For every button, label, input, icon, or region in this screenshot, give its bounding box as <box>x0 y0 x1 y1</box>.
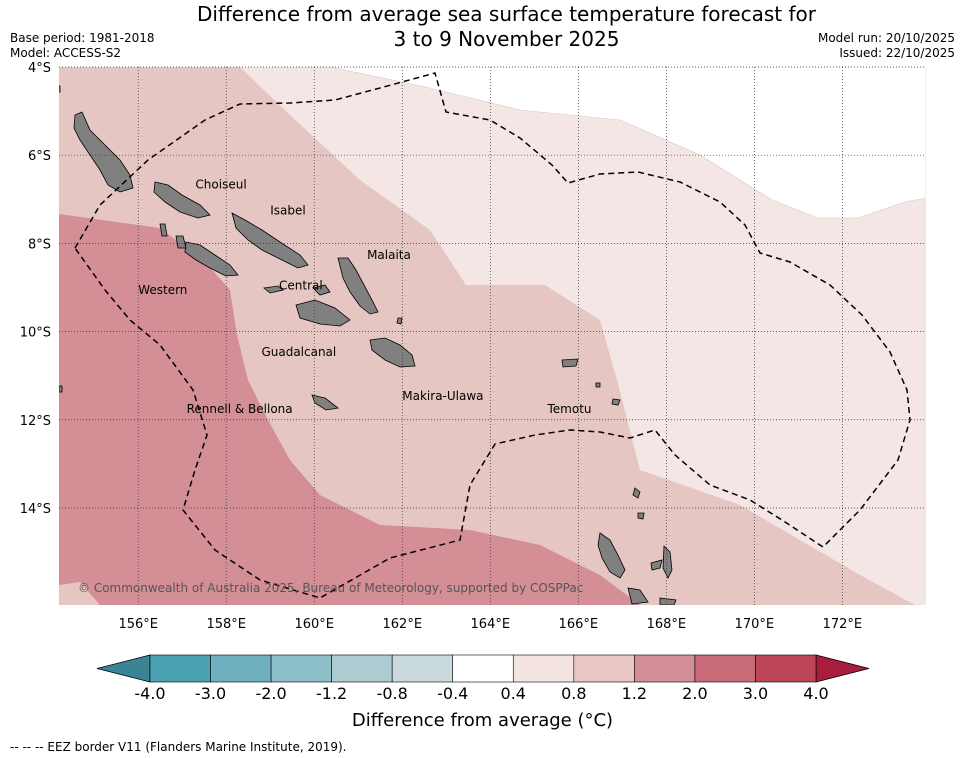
meta-right: Model run: 20/10/2025 Issued: 22/10/2025 <box>818 31 955 61</box>
island-shape <box>175 235 187 249</box>
island-shape <box>595 382 601 388</box>
island-shape <box>637 512 645 520</box>
lon-tick-label: 170°E <box>735 617 775 632</box>
place-label: Central <box>279 279 323 293</box>
place-label: Rennell & Bellona <box>187 402 293 416</box>
island-shape <box>184 241 239 277</box>
island-shape <box>73 111 134 193</box>
colorbar-bin <box>391 654 454 683</box>
island-shape <box>659 597 677 605</box>
place-label: Western <box>138 283 187 297</box>
eez-legend-note: -- -- -- EEZ border V11 (Flanders Marine… <box>10 740 347 754</box>
lat-tick-label: 6°S <box>28 149 51 164</box>
place-label: Guadalcanal <box>261 345 336 359</box>
island-shape <box>231 212 309 269</box>
colorbar-tick-label: -0.8 <box>377 684 408 700</box>
colorbar-tick-label: 1.2 <box>622 684 647 700</box>
colorbar-tick-label: 2.0 <box>682 684 707 700</box>
island-shape <box>561 358 579 368</box>
colorbar-tick-label: 0.4 <box>501 684 526 700</box>
sst-band-1.2-2.0 <box>59 214 640 605</box>
lat-tick-label: 12°S <box>20 414 51 429</box>
place-label: Malaita <box>367 248 411 262</box>
colorbar-tick-label: -2.0 <box>255 684 286 700</box>
sst-band-none <box>270 67 926 219</box>
colorbar-tick-label: -0.4 <box>437 684 468 700</box>
place-label: Isabel <box>270 204 305 218</box>
colorbar-bin <box>210 654 272 683</box>
lon-tick-label: 160°E <box>294 617 334 632</box>
island-shape <box>337 257 379 315</box>
island-shape <box>312 284 331 296</box>
colorbar: -4.0 -3.0 -2.0 -1.2 -0.8 -0.4 0.4 0.8 1.2 2.0 3.0 4… <box>96 654 870 700</box>
colorbar-bin <box>270 654 332 683</box>
colorbar-tick-label: -3.0 <box>195 684 226 700</box>
title-line-2: 3 to 9 November 2025 <box>393 27 620 51</box>
colorbar-tick-label: -4.0 <box>134 684 165 700</box>
model-name: Model: ACCESS-S2 <box>10 46 122 60</box>
island-shape <box>650 559 663 571</box>
colorbar-bin <box>755 654 817 683</box>
colorbar-bin <box>149 654 211 683</box>
place-label: Makira-Ulawa <box>402 389 483 403</box>
island-shape <box>59 385 63 393</box>
lon-tick-label: 172°E <box>823 617 863 632</box>
island-shape <box>597 532 626 579</box>
lon-tick-label: 162°E <box>383 617 423 632</box>
lon-tick-label: 158°E <box>206 617 246 632</box>
place-label: Choiseul <box>195 177 246 191</box>
chart-title: Difference from average sea surface temp… <box>0 2 965 52</box>
colorbar-tick-label: 4.0 <box>803 684 828 700</box>
place-label: Temotu <box>547 402 592 416</box>
colorbar-bin <box>452 654 514 683</box>
island-shape <box>263 285 284 294</box>
island-shape <box>627 587 649 605</box>
colorbar-tick-label: 0.8 <box>561 684 586 700</box>
island-shape <box>59 85 61 93</box>
meta-left: Base period: 1981-2018 Model: ACCESS-S2 <box>10 31 155 61</box>
province-labels: Choiseul Isabel Malaita Western Central Guada… <box>138 177 591 416</box>
lon-tick-label: 156°E <box>118 617 158 632</box>
lat-tick-label: 8°S <box>28 237 51 252</box>
colorbar-bin <box>634 654 696 683</box>
colorbar-tick-label: -1.2 <box>316 684 347 700</box>
colorbar-tick-label: 3.0 <box>743 684 768 700</box>
sst-band-0.8-1.2-corner <box>59 582 100 605</box>
colorbar-bin <box>512 654 575 683</box>
lat-tick-label: 10°S <box>20 326 51 341</box>
island-shape <box>295 299 351 327</box>
island-shape <box>662 545 673 579</box>
map-fields <box>59 67 926 605</box>
island-shape <box>396 317 403 325</box>
colorbar-bin <box>573 654 635 683</box>
map: 4°S 6°S 8°S 10°S 12°S 14°S 156°E 158°E 160°E 162… <box>20 61 926 700</box>
island-shape <box>311 394 339 411</box>
island-shape <box>159 223 168 237</box>
colorbar-bin <box>694 654 756 683</box>
lon-tick-label: 164°E <box>471 617 511 632</box>
latitude-labels: 4°S 6°S 8°S 10°S 12°S 14°S <box>20 61 51 517</box>
island-shape <box>369 337 416 368</box>
colorbar-under-arrow <box>96 654 151 683</box>
copyright-credit: © Commonwealth of Australia 2025, Bureau… <box>78 581 583 595</box>
model-run: Model run: 20/10/2025 <box>817 31 955 45</box>
lat-tick-label: 14°S <box>20 502 51 517</box>
island-shape <box>632 487 641 499</box>
eez-border <box>74 72 911 599</box>
lat-tick-label: 4°S <box>28 61 51 76</box>
base-period: Base period: 1981-2018 <box>10 31 155 45</box>
colorbar-title: Difference from average (°C) <box>351 710 614 731</box>
islands <box>59 85 677 605</box>
lon-tick-label: 168°E <box>647 617 687 632</box>
colorbar-bin <box>331 654 393 683</box>
title-line-1: Difference from average sea surface temp… <box>196 2 816 26</box>
island-shape <box>611 398 621 406</box>
longitude-labels: 156°E 158°E 160°E 162°E 164°E 166°E 168°E 170°E… <box>118 617 862 632</box>
colorbar-over-arrow <box>815 654 870 683</box>
lon-tick-label: 166°E <box>559 617 599 632</box>
issued-date: Issued: 22/10/2025 <box>839 46 955 60</box>
graticule <box>59 66 926 605</box>
island-shape <box>153 181 211 219</box>
